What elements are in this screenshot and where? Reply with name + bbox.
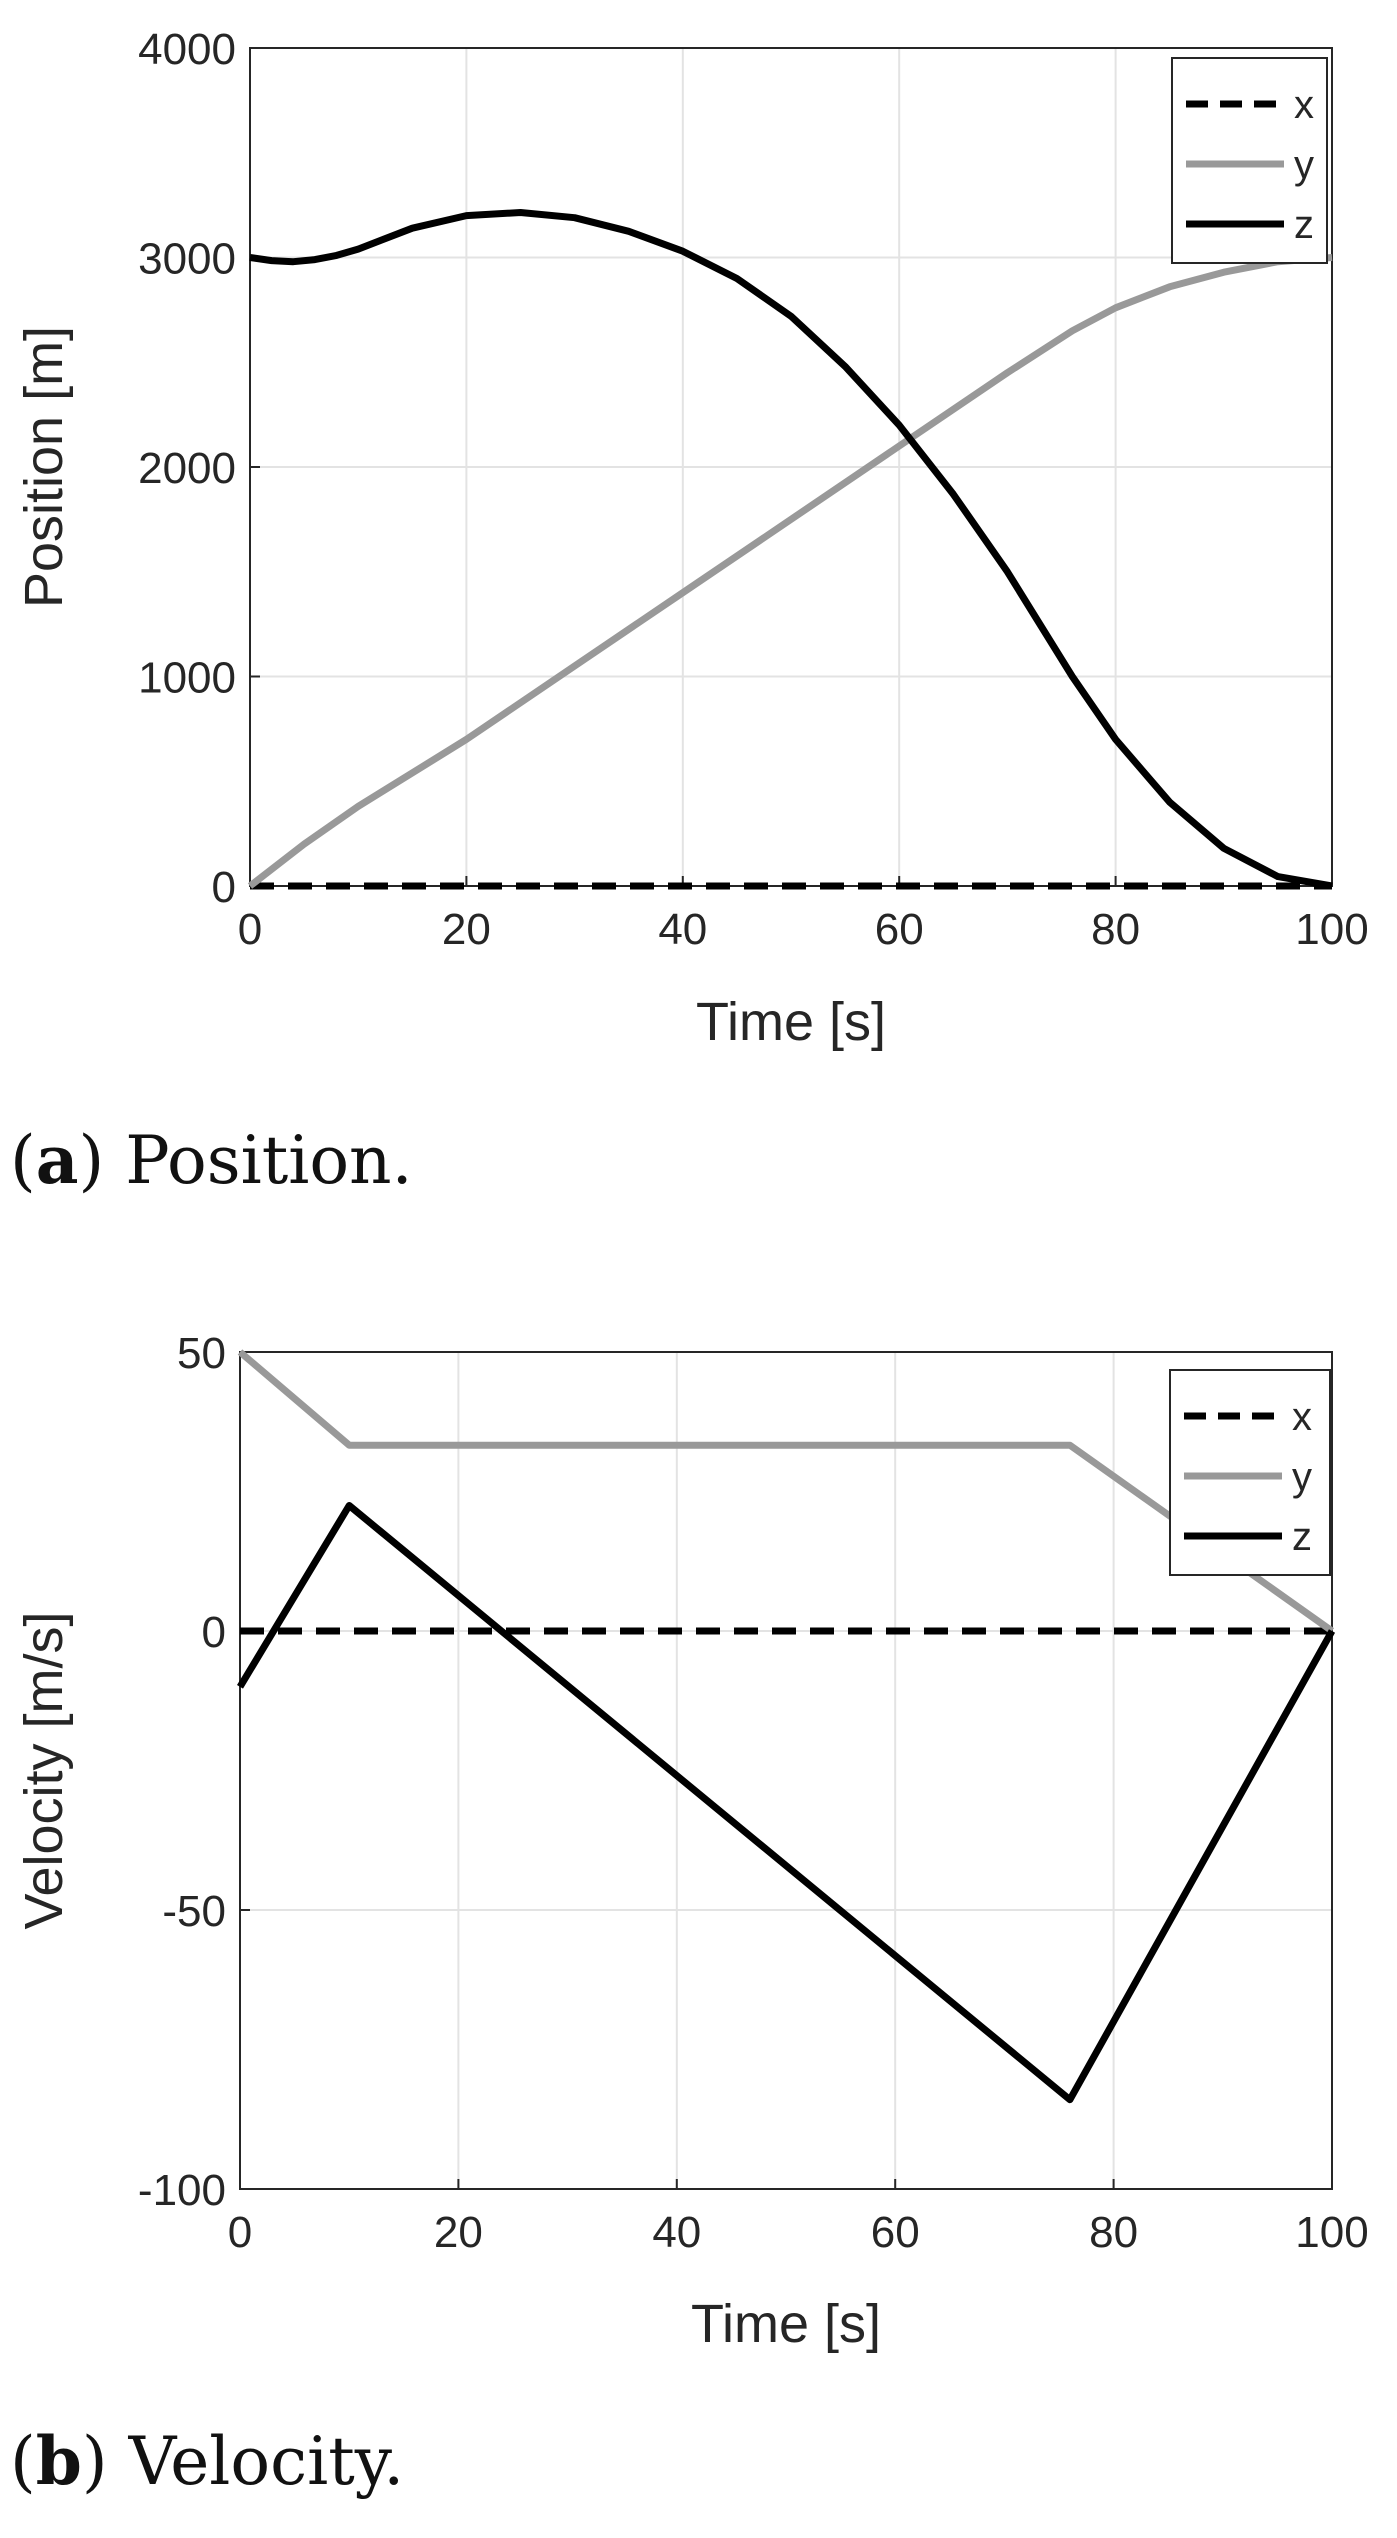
axes-box [239, 1351, 1333, 2190]
caption: (b) Velocity. [10, 2422, 404, 2500]
y-tick-label: -100 [138, 2166, 226, 2215]
x-tick-label: 0 [228, 2208, 252, 2257]
series-line-z [249, 209, 1333, 890]
x-tick-label: 60 [871, 2208, 920, 2257]
caption-paren-open: ( [10, 2423, 36, 2500]
caption-text: Position. [104, 1122, 412, 1199]
x-tick-label: 60 [875, 905, 924, 954]
series-line-y [237, 1349, 1335, 1634]
caption-paren-close: ) [82, 2423, 108, 2500]
y-tick-label: 1000 [138, 654, 236, 703]
x-tick-label: 100 [1295, 905, 1368, 954]
x-tick-label: 40 [652, 2208, 701, 2257]
y-tick-label: -50 [162, 1887, 226, 1936]
series-line-y [247, 254, 1333, 889]
y-tick-label: 50 [177, 1329, 226, 1378]
legend-label-z: z [1292, 1515, 1312, 1559]
y-tick-label: 0 [202, 1608, 226, 1657]
x-tick-label: 20 [434, 2208, 483, 2257]
x-tick-label: 80 [1089, 2208, 1138, 2257]
x-tick-label: 20 [442, 905, 491, 954]
x-tick-label: 0 [238, 905, 262, 954]
x-axis-label: Time [s] [696, 992, 886, 1052]
legend-label-z: z [1294, 203, 1314, 247]
legend-label-y: y [1294, 143, 1314, 187]
legend: xyz [1169, 1369, 1331, 1576]
velocity-chart: 0 20 40 60 80 100 -100 -50 0 50 Time [s] Velocity [… [10, 1329, 1369, 2500]
caption-paren-close: ) [79, 1122, 105, 1199]
y-axis-label: Position [m] [14, 326, 74, 608]
x-tick-label: 80 [1091, 905, 1140, 954]
caption-paren-open: ( [10, 1122, 36, 1199]
series-line-z [237, 1502, 1336, 2104]
y-tick-label: 3000 [138, 235, 236, 284]
y-tick-label: 0 [212, 863, 236, 912]
x-tick-label: 100 [1295, 2208, 1368, 2257]
legend-label-x: x [1292, 1395, 1312, 1439]
x-tick-label: 40 [658, 905, 707, 954]
caption-letter: b [36, 2422, 82, 2500]
legend-label-y: y [1292, 1455, 1312, 1499]
caption-text: Velocity. [108, 2423, 405, 2500]
x-axis-label: Time [s] [691, 2294, 881, 2354]
caption-letter: a [36, 1121, 79, 1199]
y-tick-label: 4000 [138, 25, 236, 74]
legend: xyz [1171, 57, 1328, 264]
legend-label-x: x [1294, 83, 1314, 127]
y-tick-label: 2000 [138, 444, 236, 493]
y-axis-label: Velocity [m/s] [14, 1611, 74, 1929]
caption: (a) Position. [10, 1121, 413, 1199]
